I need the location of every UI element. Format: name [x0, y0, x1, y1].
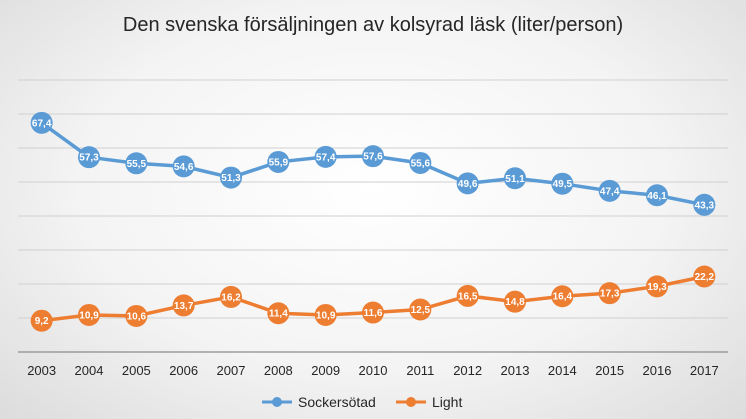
x-axis-ticks: 2003 2004 2005 2006 2007 2008 2009 2010 2011 2012… — [27, 363, 719, 378]
series-layer: 67,4 57,3 55,5 54,6 51,3 55,9 57,4 57,6 55,6 49,6… — [30, 111, 716, 332]
data-point[interactable] — [220, 285, 242, 308]
data-label: 10,9 — [316, 310, 336, 321]
data-point[interactable] — [646, 184, 668, 207]
data-label: 16,2 — [221, 292, 241, 303]
data-point[interactable] — [693, 265, 716, 288]
x-tick-label: 2008 — [264, 363, 293, 378]
data-label: 10,6 — [127, 311, 147, 322]
data-label: 46,1 — [647, 191, 667, 202]
data-label: 10,9 — [79, 310, 99, 321]
data-point[interactable] — [409, 151, 432, 174]
legend-label-sockersotad: Sockersötad — [298, 394, 376, 410]
x-tick-label: 2013 — [501, 363, 530, 378]
data-point[interactable] — [220, 166, 242, 189]
data-point[interactable] — [30, 111, 53, 134]
data-point[interactable] — [409, 298, 432, 321]
x-tick-label: 2009 — [311, 363, 340, 378]
data-point[interactable] — [504, 167, 526, 190]
data-point[interactable] — [267, 150, 290, 173]
data-label: 14,8 — [505, 297, 525, 308]
x-tick-label: 2004 — [75, 363, 104, 378]
data-point[interactable] — [314, 145, 337, 168]
x-tick-label: 2016 — [643, 363, 672, 378]
x-tick-label: 2015 — [595, 363, 624, 378]
data-point[interactable] — [693, 193, 716, 216]
data-label: 13,7 — [174, 301, 194, 312]
data-point[interactable] — [551, 285, 574, 308]
data-label: 43,3 — [695, 200, 715, 211]
data-point[interactable] — [598, 282, 621, 305]
data-point[interactable] — [551, 172, 574, 195]
data-label: 12,5 — [411, 305, 431, 316]
legend: Sockersötad Light — [262, 394, 462, 410]
x-tick-label: 2005 — [122, 363, 151, 378]
data-label: 22,2 — [695, 272, 715, 283]
data-label: 55,5 — [127, 159, 147, 170]
x-tick-label: 2006 — [169, 363, 198, 378]
data-point[interactable] — [78, 146, 100, 169]
data-point[interactable] — [267, 302, 290, 325]
data-label: 11,4 — [269, 309, 288, 320]
data-label: 55,6 — [411, 158, 431, 169]
x-tick-label: 2017 — [690, 363, 719, 378]
legend-label-light: Light — [432, 394, 462, 410]
data-label: 57,4 — [316, 152, 336, 163]
legend-item-light[interactable]: Light — [396, 394, 462, 410]
data-point[interactable] — [314, 303, 337, 326]
data-point[interactable] — [125, 152, 148, 175]
data-label: 17,3 — [600, 289, 620, 300]
data-label: 11,6 — [364, 308, 383, 319]
x-tick-label: 2014 — [548, 363, 577, 378]
data-point[interactable] — [456, 284, 479, 307]
data-point[interactable] — [172, 155, 195, 178]
data-point[interactable] — [456, 172, 479, 195]
data-label: 55,9 — [269, 157, 289, 168]
series-1: 9,2 10,9 10,6 13,7 16,2 11,4 10,9 11,6 12,5 16,5 1… — [30, 265, 716, 332]
data-point[interactable] — [504, 290, 526, 313]
data-point[interactable] — [598, 179, 621, 202]
data-point[interactable] — [646, 275, 668, 298]
data-label: 47,4 — [600, 186, 620, 197]
x-tick-label: 2003 — [27, 363, 56, 378]
data-label: 9,2 — [35, 316, 49, 327]
data-point[interactable] — [78, 303, 100, 326]
data-label: 67,4 — [32, 118, 52, 129]
data-label: 54,6 — [174, 162, 194, 173]
data-label: 51,3 — [221, 173, 241, 184]
data-label: 49,6 — [458, 179, 478, 190]
data-label: 49,5 — [553, 179, 573, 190]
x-tick-label: 2012 — [453, 363, 482, 378]
x-tick-label: 2007 — [217, 363, 246, 378]
data-point[interactable] — [362, 145, 384, 168]
data-point[interactable] — [362, 301, 384, 324]
series-0: 67,4 57,3 55,5 54,6 51,3 55,9 57,4 57,6 55,6 49,6… — [30, 111, 716, 216]
data-label: 51,1 — [505, 174, 525, 185]
data-label: 19,3 — [647, 282, 667, 293]
data-point[interactable] — [172, 294, 195, 317]
legend-item-sockersotad[interactable]: Sockersötad — [262, 394, 376, 410]
chart-title: Den svenska försäljningen av kolsyrad lä… — [123, 14, 623, 36]
data-label: 57,3 — [79, 153, 99, 164]
data-label: 16,4 — [553, 292, 573, 303]
data-point[interactable] — [125, 304, 148, 327]
data-label: 57,6 — [363, 152, 383, 163]
data-label: 16,5 — [458, 291, 478, 302]
x-tick-label: 2010 — [359, 363, 388, 378]
x-tick-label: 2011 — [406, 363, 434, 378]
data-point[interactable] — [30, 309, 53, 332]
